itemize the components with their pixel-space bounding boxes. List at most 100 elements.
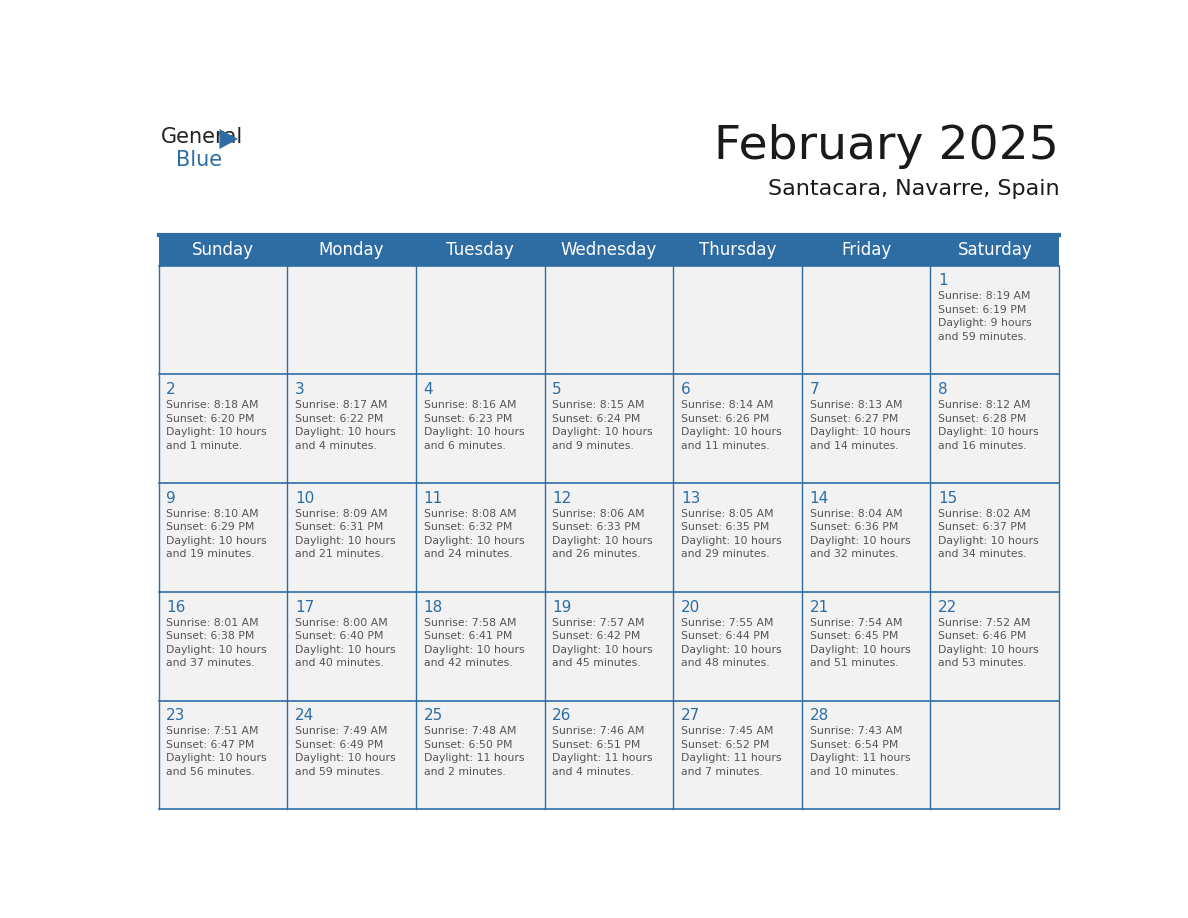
Text: Daylight: 9 hours: Daylight: 9 hours bbox=[939, 319, 1032, 329]
Text: and 16 minutes.: and 16 minutes. bbox=[939, 441, 1026, 451]
Text: 12: 12 bbox=[552, 491, 571, 506]
Text: Daylight: 10 hours: Daylight: 10 hours bbox=[424, 644, 524, 655]
Text: and 59 minutes.: and 59 minutes. bbox=[939, 332, 1026, 341]
Text: Sunrise: 8:18 AM: Sunrise: 8:18 AM bbox=[166, 400, 259, 410]
Text: and 10 minutes.: and 10 minutes. bbox=[809, 767, 898, 777]
Text: and 19 minutes.: and 19 minutes. bbox=[166, 549, 255, 559]
Text: Daylight: 10 hours: Daylight: 10 hours bbox=[681, 427, 782, 437]
Text: 20: 20 bbox=[681, 599, 700, 614]
Text: Daylight: 10 hours: Daylight: 10 hours bbox=[681, 644, 782, 655]
Text: Daylight: 10 hours: Daylight: 10 hours bbox=[166, 754, 267, 764]
Text: and 26 minutes.: and 26 minutes. bbox=[552, 549, 640, 559]
Text: Sunset: 6:47 PM: Sunset: 6:47 PM bbox=[166, 740, 254, 750]
Text: Sunrise: 8:09 AM: Sunrise: 8:09 AM bbox=[295, 509, 387, 519]
Text: Sunset: 6:22 PM: Sunset: 6:22 PM bbox=[295, 414, 384, 424]
Text: 27: 27 bbox=[681, 709, 700, 723]
Text: and 1 minute.: and 1 minute. bbox=[166, 441, 242, 451]
Text: Sunset: 6:23 PM: Sunset: 6:23 PM bbox=[424, 414, 512, 424]
Text: General: General bbox=[160, 127, 244, 147]
Bar bbox=[158, 235, 1060, 265]
Text: Sunrise: 8:14 AM: Sunrise: 8:14 AM bbox=[681, 400, 773, 410]
Text: Sunrise: 7:49 AM: Sunrise: 7:49 AM bbox=[295, 726, 387, 736]
Text: Sunrise: 7:55 AM: Sunrise: 7:55 AM bbox=[681, 618, 773, 628]
Text: 14: 14 bbox=[809, 491, 829, 506]
Text: and 40 minutes.: and 40 minutes. bbox=[295, 658, 384, 668]
Text: 10: 10 bbox=[295, 491, 314, 506]
Text: Sunset: 6:19 PM: Sunset: 6:19 PM bbox=[939, 305, 1026, 315]
Text: 5: 5 bbox=[552, 382, 562, 397]
Text: Sunset: 6:42 PM: Sunset: 6:42 PM bbox=[552, 632, 640, 641]
Text: Daylight: 11 hours: Daylight: 11 hours bbox=[552, 754, 652, 764]
Text: Daylight: 10 hours: Daylight: 10 hours bbox=[939, 644, 1038, 655]
Text: Daylight: 10 hours: Daylight: 10 hours bbox=[552, 427, 653, 437]
Text: 23: 23 bbox=[166, 709, 185, 723]
Text: 3: 3 bbox=[295, 382, 305, 397]
Text: Sunrise: 8:16 AM: Sunrise: 8:16 AM bbox=[424, 400, 516, 410]
Text: and 32 minutes.: and 32 minutes. bbox=[809, 549, 898, 559]
Text: Daylight: 11 hours: Daylight: 11 hours bbox=[809, 754, 910, 764]
Text: Daylight: 10 hours: Daylight: 10 hours bbox=[295, 427, 396, 437]
Text: 4: 4 bbox=[424, 382, 434, 397]
Text: 26: 26 bbox=[552, 709, 571, 723]
Text: Sunrise: 8:02 AM: Sunrise: 8:02 AM bbox=[939, 509, 1031, 519]
Text: Daylight: 10 hours: Daylight: 10 hours bbox=[552, 644, 653, 655]
Text: Sunset: 6:45 PM: Sunset: 6:45 PM bbox=[809, 632, 898, 641]
Text: Daylight: 10 hours: Daylight: 10 hours bbox=[295, 754, 396, 764]
Text: Sunset: 6:20 PM: Sunset: 6:20 PM bbox=[166, 414, 254, 424]
Text: Sunrise: 8:00 AM: Sunrise: 8:00 AM bbox=[295, 618, 387, 628]
Text: Sunset: 6:44 PM: Sunset: 6:44 PM bbox=[681, 632, 770, 641]
Text: and 21 minutes.: and 21 minutes. bbox=[295, 549, 384, 559]
Text: Sunset: 6:49 PM: Sunset: 6:49 PM bbox=[295, 740, 384, 750]
Text: Tuesday: Tuesday bbox=[447, 241, 514, 259]
Text: Sunset: 6:38 PM: Sunset: 6:38 PM bbox=[166, 632, 254, 641]
Text: Daylight: 10 hours: Daylight: 10 hours bbox=[809, 536, 910, 546]
Text: Sunset: 6:40 PM: Sunset: 6:40 PM bbox=[295, 632, 384, 641]
Text: Sunrise: 7:58 AM: Sunrise: 7:58 AM bbox=[424, 618, 516, 628]
Text: Daylight: 10 hours: Daylight: 10 hours bbox=[552, 536, 653, 546]
Text: Sunrise: 7:57 AM: Sunrise: 7:57 AM bbox=[552, 618, 645, 628]
Text: Daylight: 10 hours: Daylight: 10 hours bbox=[809, 427, 910, 437]
Text: and 4 minutes.: and 4 minutes. bbox=[552, 767, 634, 777]
Text: 15: 15 bbox=[939, 491, 958, 506]
Text: and 34 minutes.: and 34 minutes. bbox=[939, 549, 1026, 559]
Text: and 7 minutes.: and 7 minutes. bbox=[681, 767, 763, 777]
Text: Sunset: 6:41 PM: Sunset: 6:41 PM bbox=[424, 632, 512, 641]
Text: Monday: Monday bbox=[318, 241, 384, 259]
Text: 13: 13 bbox=[681, 491, 700, 506]
Text: Sunset: 6:31 PM: Sunset: 6:31 PM bbox=[295, 522, 384, 532]
Text: Sunrise: 7:45 AM: Sunrise: 7:45 AM bbox=[681, 726, 773, 736]
Text: Sunset: 6:52 PM: Sunset: 6:52 PM bbox=[681, 740, 770, 750]
Text: Daylight: 10 hours: Daylight: 10 hours bbox=[939, 536, 1038, 546]
Bar bbox=[158, 483, 1060, 592]
Text: Daylight: 10 hours: Daylight: 10 hours bbox=[295, 536, 396, 546]
Text: 28: 28 bbox=[809, 709, 829, 723]
Text: and 59 minutes.: and 59 minutes. bbox=[295, 767, 384, 777]
Text: Daylight: 10 hours: Daylight: 10 hours bbox=[681, 536, 782, 546]
Text: Sunrise: 8:08 AM: Sunrise: 8:08 AM bbox=[424, 509, 517, 519]
Polygon shape bbox=[220, 129, 238, 149]
Text: February 2025: February 2025 bbox=[714, 124, 1060, 169]
Bar bbox=[158, 265, 1060, 375]
Text: Sunday: Sunday bbox=[192, 241, 254, 259]
Text: Wednesday: Wednesday bbox=[561, 241, 657, 259]
Text: and 56 minutes.: and 56 minutes. bbox=[166, 767, 255, 777]
Text: Sunrise: 8:05 AM: Sunrise: 8:05 AM bbox=[681, 509, 773, 519]
Bar bbox=[158, 592, 1060, 700]
Text: Daylight: 11 hours: Daylight: 11 hours bbox=[424, 754, 524, 764]
Text: 19: 19 bbox=[552, 599, 571, 614]
Text: Sunset: 6:54 PM: Sunset: 6:54 PM bbox=[809, 740, 898, 750]
Text: and 4 minutes.: and 4 minutes. bbox=[295, 441, 377, 451]
Text: Sunrise: 8:15 AM: Sunrise: 8:15 AM bbox=[552, 400, 645, 410]
Text: 24: 24 bbox=[295, 709, 314, 723]
Text: Saturday: Saturday bbox=[958, 241, 1032, 259]
Text: Santacara, Navarre, Spain: Santacara, Navarre, Spain bbox=[767, 179, 1060, 199]
Text: Sunrise: 7:46 AM: Sunrise: 7:46 AM bbox=[552, 726, 645, 736]
Text: Sunrise: 8:06 AM: Sunrise: 8:06 AM bbox=[552, 509, 645, 519]
Text: Sunrise: 7:54 AM: Sunrise: 7:54 AM bbox=[809, 618, 902, 628]
Text: 9: 9 bbox=[166, 491, 176, 506]
Text: Sunrise: 8:17 AM: Sunrise: 8:17 AM bbox=[295, 400, 387, 410]
Text: Friday: Friday bbox=[841, 241, 891, 259]
Text: and 37 minutes.: and 37 minutes. bbox=[166, 658, 255, 668]
Text: Sunset: 6:35 PM: Sunset: 6:35 PM bbox=[681, 522, 770, 532]
Text: Daylight: 10 hours: Daylight: 10 hours bbox=[295, 644, 396, 655]
